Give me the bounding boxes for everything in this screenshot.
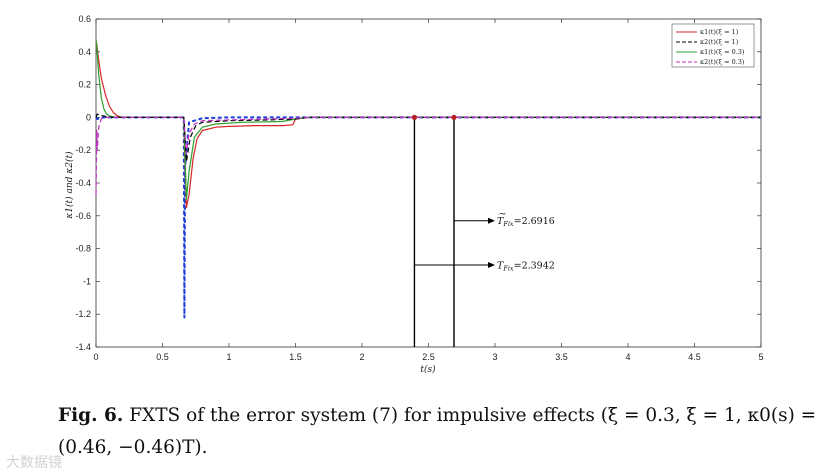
y-tick-label: -1 <box>83 276 91 286</box>
x-tick-label: 4.5 <box>688 352 701 362</box>
marker-point <box>451 114 457 120</box>
marker-group: TFix=2.3942 TFix=2.6916~ <box>411 114 555 347</box>
watermark: 大数据镜 <box>6 455 62 471</box>
y-tick-label: -1.2 <box>75 309 91 319</box>
legend-box <box>671 23 755 68</box>
chart: 0 0.5 1 1.5 2 2.5 3 3.5 4 4.5 5 0.6 0.4 0.2 0 -0.2 -0.4… <box>64 14 764 375</box>
y-tick-label: 0.6 <box>78 14 91 24</box>
legend-label: κ1(t)(ξ = 0.3) <box>700 48 745 56</box>
x-tick-label: 2.5 <box>422 352 435 362</box>
caption-text: FXTS of the error system (7) for impulsi… <box>58 405 817 458</box>
series-line <box>95 40 761 200</box>
marker-arrowhead <box>488 262 495 268</box>
x-axis-label: t(s) <box>420 364 436 375</box>
plot-area <box>95 18 762 348</box>
figure-caption: Fig. 6. FXTS of the error system (7) for… <box>58 400 818 464</box>
y-tick-label: 0.4 <box>78 47 91 57</box>
y-tick-label: -0.8 <box>75 244 91 254</box>
x-tick-label: 3 <box>492 352 497 362</box>
y-tick-label: 0.2 <box>78 80 91 90</box>
marker-arrowhead <box>488 217 495 224</box>
x-tick-label: 2 <box>359 352 364 362</box>
marker-tilde: ~ <box>499 209 507 220</box>
x-tick-label: 1.5 <box>289 352 302 362</box>
y-tick-label: 0 <box>86 112 91 122</box>
series-group <box>95 40 761 319</box>
y-tick-label: -0.4 <box>75 178 91 188</box>
marker-label: TFix=2.3942 <box>497 261 555 273</box>
x-tick-label: 3.5 <box>555 352 568 362</box>
series-line <box>95 116 761 195</box>
caption-figno: Fig. 6. <box>58 405 124 426</box>
series-line <box>95 113 761 163</box>
y-tick-label: -0.6 <box>75 211 91 221</box>
marker-label: TFix=2.6916 <box>497 216 555 228</box>
y-axis-label: κ1(t) and κ2(t) <box>64 151 75 220</box>
x-tick-label: 5 <box>758 352 763 362</box>
legend-label: κ1(t)(ξ = 1) <box>700 28 739 36</box>
x-tick-label: 0.5 <box>156 352 169 362</box>
y-tick-label: -1.4 <box>75 342 91 352</box>
x-tick-label: 4 <box>625 352 630 362</box>
x-ticks: 0 0.5 1 1.5 2 2.5 3 3.5 4 4.5 5 <box>93 19 764 362</box>
legend: κ1(t)(ξ = 1) κ2(t)(ξ = 1) κ1(t)(ξ = 0.3) κ2… <box>671 23 755 68</box>
x-tick-label: 0 <box>93 352 98 362</box>
legend-label: κ2(t)(ξ = 0.3) <box>700 58 745 66</box>
marker-point <box>411 114 418 120</box>
legend-label: κ2(t)(ξ = 1) <box>700 38 739 46</box>
x-tick-label: 1 <box>226 352 231 362</box>
y-tick-label: -0.2 <box>75 145 91 155</box>
y-ticks: 0.6 0.4 0.2 0 -0.2 -0.4 -0.6 -0.8 -1 -1.2 -1.4 <box>75 14 761 352</box>
